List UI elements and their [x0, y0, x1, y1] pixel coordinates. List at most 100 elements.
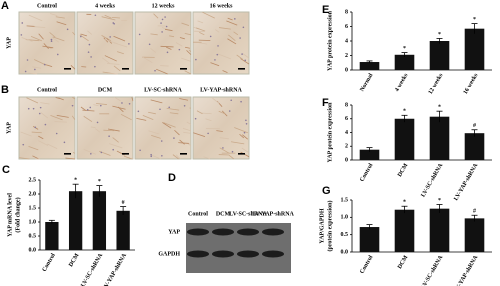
nucleus	[86, 108, 89, 111]
tissue-fiber	[102, 57, 110, 64]
nucleus	[89, 106, 92, 109]
tissue-fiber	[178, 142, 190, 144]
nucleus	[90, 56, 92, 58]
y-tick-label: 1.5	[29, 205, 37, 211]
error-bar	[96, 185, 103, 197]
nucleus	[230, 99, 233, 102]
nucleus	[21, 22, 24, 24]
tissue-fiber	[218, 27, 231, 30]
tissue-fiber	[193, 132, 206, 137]
tissue-fiber	[169, 35, 175, 38]
tissue-fiber	[162, 122, 172, 129]
tissue-fiber	[212, 97, 220, 104]
blot-band	[187, 250, 209, 258]
nucleus	[160, 22, 162, 24]
y-tick-label: 8	[345, 9, 348, 15]
scale-bar	[122, 153, 129, 155]
tissue-fiber	[72, 31, 76, 36]
tissue-fiber	[156, 68, 168, 75]
nucleus	[63, 141, 66, 144]
tissue-fiber	[226, 20, 238, 26]
tissue-fiber	[218, 110, 226, 115]
scale-bar	[238, 153, 245, 155]
tissue-fiber	[38, 33, 44, 40]
nucleus	[43, 63, 46, 66]
tissue-fiber	[160, 45, 174, 48]
blot-column-label: DCM	[216, 211, 231, 217]
y-tick-label: 0	[345, 157, 348, 163]
tissue-fiber	[30, 36, 43, 42]
significance-mark: *	[438, 105, 441, 111]
error-bar	[471, 129, 478, 137]
tissue-fiber	[55, 16, 65, 19]
tissue-fiber	[198, 42, 208, 45]
tissue-fiber	[49, 13, 58, 17]
nucleus	[245, 119, 247, 122]
tissue-fiber	[228, 34, 236, 41]
tissue-fiber	[136, 117, 147, 121]
scale-bar	[122, 68, 129, 70]
y-tick-label: 0.0	[341, 249, 349, 255]
nucleus	[20, 34, 23, 36]
x-tick-label: Control	[359, 254, 374, 275]
nucleus	[154, 69, 156, 72]
nucleus	[22, 143, 25, 146]
tissue-fiber	[79, 34, 89, 42]
bar	[464, 28, 485, 70]
blot-band	[212, 228, 234, 236]
panel-letter: B	[1, 84, 9, 96]
x-tick-label: LV-YAP-shRNA	[102, 252, 128, 286]
blot-column-label: Control	[188, 211, 208, 217]
tissue-fiber	[151, 135, 161, 139]
x-tick-label: 12 weeks	[428, 72, 445, 95]
nucleus	[88, 43, 91, 46]
tissue-fiber	[117, 51, 124, 55]
tissue-fiber	[104, 39, 119, 45]
tissue-fiber	[172, 154, 179, 160]
nucleus	[231, 150, 234, 153]
blot-band	[212, 250, 234, 258]
y-tick-label: 4	[345, 38, 348, 44]
nucleus	[159, 108, 161, 111]
nucleus	[44, 123, 47, 126]
nucleus	[194, 117, 197, 120]
nucleus	[56, 53, 59, 56]
tissue-fiber	[58, 97, 64, 101]
tissue-fiber	[234, 127, 248, 134]
y-tick-label: 2.0	[29, 191, 37, 197]
tissue-fiber	[40, 112, 49, 119]
nucleus	[178, 48, 181, 51]
tissue-fiber	[95, 128, 101, 133]
x-tick-label: 4 weeks	[394, 72, 409, 93]
column-label: Control	[37, 3, 57, 9]
significance-mark: *	[438, 32, 441, 38]
tissue-fiber	[148, 111, 156, 115]
tissue-fiber	[82, 109, 95, 112]
tissue-fiber	[28, 72, 38, 75]
x-tick-label: 16 weeks	[463, 72, 480, 95]
tissue-fiber	[28, 14, 43, 22]
y-tick-label: 4	[345, 130, 348, 136]
tissue-fiber	[54, 121, 67, 123]
tissue-fiber	[50, 114, 63, 121]
tissue-fiber	[181, 22, 190, 26]
tissue-fiber	[83, 149, 96, 155]
x-tick-label: DCM	[397, 162, 410, 178]
tissue-image	[134, 96, 192, 160]
column-label: LV-YAP-shRNA	[200, 87, 242, 93]
scale-bar	[64, 68, 71, 70]
tissue-fiber	[33, 26, 46, 28]
bar	[429, 208, 450, 252]
nucleus	[173, 137, 175, 139]
bar	[45, 222, 59, 250]
tissue-fiber	[142, 115, 154, 121]
tissue-image	[18, 11, 76, 75]
nucleus	[161, 18, 164, 21]
nucleus	[148, 43, 151, 46]
tissue-fiber	[187, 143, 192, 147]
tissue-fiber	[160, 65, 169, 67]
y-axis-label: YAP/GAPDH	[319, 208, 325, 243]
y-tick-label: 6	[345, 24, 348, 30]
tissue-fiber	[56, 114, 69, 118]
nucleus	[244, 59, 247, 62]
